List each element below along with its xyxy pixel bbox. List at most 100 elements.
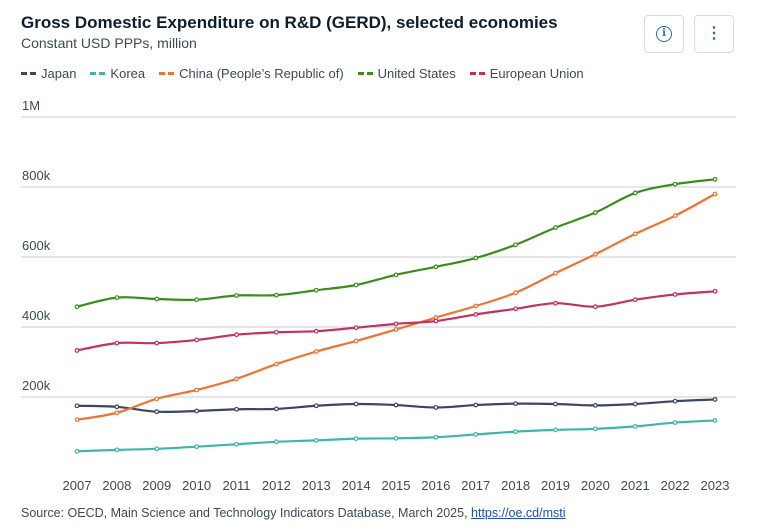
data-point bbox=[393, 327, 399, 332]
legend-label: United States bbox=[377, 66, 456, 81]
data-point bbox=[632, 231, 638, 237]
data-point bbox=[234, 376, 239, 382]
data-point bbox=[234, 441, 239, 447]
data-point bbox=[513, 401, 519, 407]
data-point bbox=[473, 432, 479, 437]
data-point bbox=[712, 176, 718, 182]
data-point bbox=[553, 427, 558, 433]
data-point bbox=[313, 403, 319, 409]
data-point bbox=[114, 404, 120, 410]
data-point bbox=[194, 387, 200, 393]
x-tick-label: 2016 bbox=[421, 478, 450, 493]
data-point bbox=[273, 439, 279, 445]
x-tick-label: 2013 bbox=[302, 478, 331, 493]
series-line bbox=[76, 193, 716, 421]
chart-subtitle: Constant USD PPPs, million bbox=[21, 35, 197, 51]
data-point bbox=[473, 255, 479, 261]
data-point bbox=[433, 405, 439, 410]
legend-item[interactable]: United States bbox=[357, 66, 456, 81]
x-tick-label: 2021 bbox=[621, 478, 650, 493]
source-link[interactable]: https://oe.cd/msti bbox=[471, 506, 566, 520]
data-point bbox=[433, 318, 439, 324]
data-point bbox=[353, 282, 359, 288]
data-point bbox=[154, 296, 160, 302]
legend-swatch bbox=[357, 72, 373, 75]
data-point bbox=[473, 402, 479, 408]
legend-item[interactable]: Japan bbox=[21, 66, 76, 81]
data-point bbox=[632, 190, 638, 196]
x-tick-label: 2012 bbox=[262, 478, 291, 493]
data-point bbox=[353, 325, 359, 331]
more-options-button[interactable]: ⋮ bbox=[694, 15, 734, 53]
data-point bbox=[672, 292, 678, 297]
source-note: Source: OECD, Main Science and Technolog… bbox=[21, 506, 566, 520]
data-point bbox=[592, 251, 598, 257]
info-icon: i bbox=[656, 26, 672, 42]
x-tick-label: 2008 bbox=[102, 478, 131, 493]
data-point bbox=[313, 349, 319, 354]
data-point bbox=[632, 401, 638, 407]
data-point bbox=[393, 402, 399, 408]
data-point bbox=[712, 397, 718, 402]
x-tick-label: 2014 bbox=[342, 478, 371, 493]
data-point bbox=[592, 304, 598, 310]
data-point bbox=[513, 306, 519, 312]
legend-swatch bbox=[90, 72, 106, 75]
data-point bbox=[194, 337, 200, 343]
x-tick-label: 2015 bbox=[382, 478, 411, 493]
data-point bbox=[234, 332, 239, 338]
data-point bbox=[393, 435, 399, 441]
x-tick-label: 2020 bbox=[581, 478, 610, 493]
y-tick-label: 200k bbox=[22, 378, 51, 393]
data-point bbox=[672, 213, 678, 219]
x-tick-label: 2023 bbox=[701, 478, 730, 493]
x-tick-label: 2010 bbox=[182, 478, 211, 493]
data-point bbox=[632, 297, 638, 303]
y-tick-label: 400k bbox=[22, 308, 51, 323]
y-tick-label: 1M bbox=[22, 98, 40, 113]
legend-label: Korea bbox=[110, 66, 146, 81]
data-point bbox=[114, 447, 120, 453]
legend-swatch bbox=[159, 72, 175, 75]
data-point bbox=[473, 303, 479, 309]
data-point bbox=[114, 340, 120, 346]
y-tick-label: 800k bbox=[22, 168, 51, 183]
legend-item[interactable]: China (People’s Republic of) bbox=[159, 66, 344, 81]
legend-item[interactable]: Korea bbox=[90, 66, 145, 81]
legend-label: China (People’s Republic of) bbox=[179, 66, 344, 81]
legend-item[interactable]: European Union bbox=[469, 66, 584, 81]
legend-label: European Union bbox=[489, 66, 584, 81]
data-point bbox=[513, 290, 519, 296]
data-point bbox=[553, 300, 558, 306]
data-point bbox=[74, 403, 80, 409]
x-tick-label: 2019 bbox=[541, 478, 570, 493]
legend-swatch bbox=[21, 72, 36, 75]
x-tick-label: 2009 bbox=[142, 478, 171, 493]
series-line bbox=[76, 419, 716, 453]
data-point bbox=[473, 312, 479, 317]
data-point bbox=[273, 361, 279, 367]
data-point bbox=[632, 424, 638, 429]
data-point bbox=[273, 329, 279, 335]
data-point bbox=[154, 446, 160, 452]
data-point bbox=[393, 272, 399, 278]
data-point bbox=[353, 401, 359, 407]
info-button[interactable]: i bbox=[644, 15, 684, 53]
data-point bbox=[353, 338, 359, 344]
data-point bbox=[154, 340, 160, 346]
x-tick-label: 2018 bbox=[501, 478, 530, 493]
data-point bbox=[592, 210, 598, 215]
data-point bbox=[74, 304, 80, 310]
data-point bbox=[672, 398, 678, 404]
data-point bbox=[553, 270, 558, 276]
data-point bbox=[393, 321, 399, 327]
data-point bbox=[433, 264, 439, 270]
data-point bbox=[553, 225, 558, 231]
data-point bbox=[313, 438, 319, 443]
data-point bbox=[154, 396, 160, 402]
data-point bbox=[234, 406, 239, 412]
data-point bbox=[672, 181, 678, 187]
chart-legend: Japan Korea China (People’s Republic of) Un… bbox=[21, 66, 584, 81]
data-point bbox=[712, 288, 718, 294]
